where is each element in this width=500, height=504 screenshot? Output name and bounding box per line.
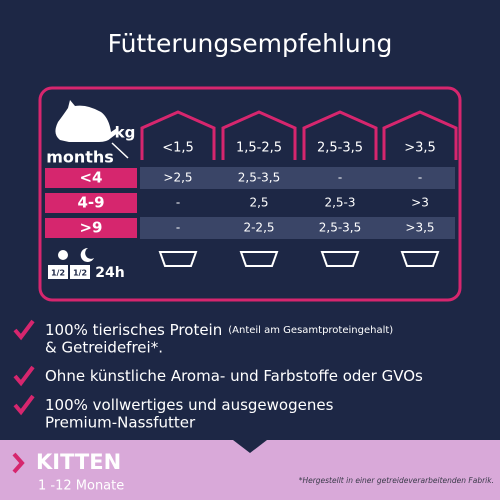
bowl-icon	[400, 251, 440, 267]
row-label-box	[45, 168, 137, 188]
feeding-table: <1,5 1,5-2,5 2,5-3,5 >3,5 <4 >2,5 2,5-3,5 - - 4-9…	[45, 110, 458, 267]
chevron	[12, 452, 25, 474]
row-band	[140, 192, 455, 214]
check-icon	[13, 394, 35, 416]
cell: 2,5-3	[324, 196, 355, 210]
row-label-box	[45, 218, 137, 238]
portion-box	[70, 265, 90, 279]
benefit-continuation: Premium-Nassfutter	[45, 414, 196, 432]
cell: -	[418, 171, 422, 185]
cell: -	[338, 171, 342, 185]
bowl-icon	[320, 251, 360, 267]
product-name: KITTEN	[36, 450, 121, 474]
row-label-box	[45, 193, 137, 213]
sun-icon	[58, 250, 68, 260]
column-header: 1,5-2,5	[236, 141, 282, 156]
cat-icon	[55, 100, 119, 142]
benefit-continuation: & Getreidefrei*.	[45, 339, 163, 357]
cell: -	[176, 196, 180, 210]
cell: 2,5-3,5	[319, 221, 362, 235]
row-label: >9	[79, 219, 102, 237]
row-band	[140, 217, 455, 239]
cell: 2,5	[249, 196, 268, 210]
column-house	[221, 110, 297, 160]
cell: 2,5-3,5	[238, 171, 281, 185]
column-header: 2,5-3,5	[317, 141, 363, 156]
divider	[111, 142, 129, 159]
benefit-text: 100% tierisches Protein (Anteil am Gesamt…	[45, 321, 393, 339]
notch	[233, 440, 267, 453]
benefit-text: Ohne künstliche Aroma- und Farbstoffe od…	[45, 367, 423, 385]
benefit-main: Ohne künstliche Aroma- und Farbstoffe od…	[45, 367, 423, 385]
footnote: *Hergestellt in einer getreideverarbeite…	[299, 476, 494, 485]
cell: >3,5	[405, 221, 434, 235]
column-header: >3,5	[404, 141, 436, 156]
check-icon	[13, 319, 35, 341]
cell: >2,5	[163, 171, 192, 185]
row-label: 4-9	[77, 194, 104, 212]
portion: 1/2	[73, 269, 87, 278]
title: Fütterungsempfehlung	[108, 29, 393, 58]
age-unit: months	[46, 148, 114, 167]
portion: 1/2	[51, 269, 65, 278]
table-frame	[38, 86, 462, 302]
bowl-icon	[158, 251, 198, 267]
benefits: 100% tierisches Protein (Anteil am Gesamt…	[13, 319, 423, 432]
check-icon	[13, 365, 35, 387]
portion-box	[48, 265, 68, 279]
weight-unit: kg	[115, 124, 136, 142]
bowl-icon	[239, 251, 279, 267]
portion-time: 24h	[95, 265, 124, 281]
column-house	[382, 110, 458, 160]
row-label: <4	[79, 169, 102, 187]
cell: >3	[411, 196, 429, 210]
row-band	[140, 167, 455, 189]
benefit-main: 100% tierisches Protein	[45, 321, 222, 339]
cell: -	[176, 221, 180, 235]
column-header: <1,5	[162, 141, 194, 156]
benefit-note: (Anteil am Gesamtproteingehalt)	[228, 325, 393, 336]
column-house	[302, 110, 378, 160]
benefit-main: 100% vollwertiges und ausgewogenes	[45, 396, 334, 414]
moon-icon	[80, 247, 94, 262]
age-range: 1 -12 Monate	[38, 479, 124, 494]
column-house	[140, 110, 216, 160]
cell: 2-2,5	[243, 221, 274, 235]
benefit-text: 100% vollwertiges und ausgewogenes	[45, 396, 334, 414]
